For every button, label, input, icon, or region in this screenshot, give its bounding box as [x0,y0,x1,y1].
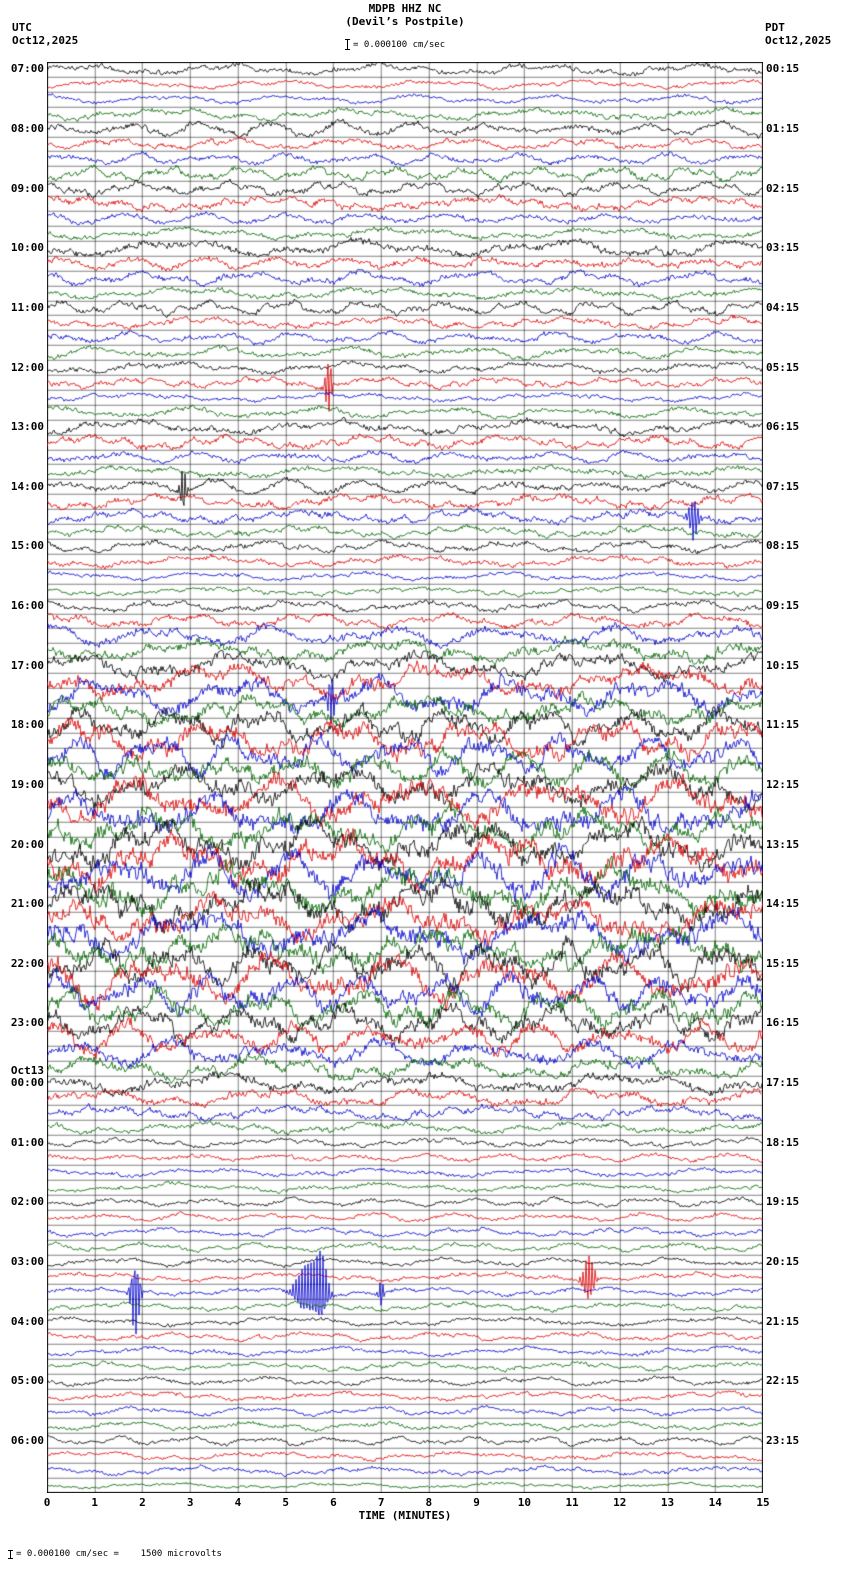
utc-hour-label: 11:00 [10,300,44,314]
pdt-hour-label: 09:15 [766,599,800,613]
x-tick-label: 1 [91,1496,99,1509]
x-tick-label: 14 [708,1496,722,1509]
utc-hour-label: 02:00 [10,1195,44,1209]
seismogram-canvas [47,62,763,1493]
utc-hour-label: 16:00 [10,599,44,613]
timezone-right-label: PDT [765,21,785,34]
x-tick-label: 4 [234,1496,242,1509]
utc-date-label: Oct13 [10,1064,44,1078]
utc-hour-label: 07:00 [10,62,44,76]
station-title: MDPB HHZ NC [368,2,442,15]
pdt-hour-label: 08:15 [766,539,800,553]
utc-hour-label: 14:00 [10,479,44,493]
utc-hour-label: 19:00 [10,777,44,791]
x-tick-label: 8 [425,1496,433,1509]
utc-hour-label: 15:00 [10,539,44,553]
pdt-hour-label: 18:15 [766,1135,800,1149]
station-location: (Devil’s Postpile) [345,15,465,28]
utc-hour-label: 12:00 [10,360,44,374]
utc-hour-label: 01:00 [10,1135,44,1149]
scale-indicator: = 0.000100 cm/sec [345,39,446,50]
pdt-hour-label: 17:15 [766,1076,800,1090]
x-tick-label: 13 [660,1496,675,1509]
utc-hour-label: 17:00 [10,658,44,672]
pdt-hour-label: 15:15 [766,956,800,970]
pdt-hour-label: 04:15 [766,300,800,314]
x-axis-title: TIME (MINUTES) [358,1509,452,1522]
utc-hour-label: 18:00 [10,718,44,732]
pdt-hour-label: 03:15 [766,241,800,255]
utc-hour-label: 13:00 [10,420,44,434]
x-tick-label: 2 [139,1496,146,1509]
timezone-left-label: UTC [12,21,32,34]
footer-scale-bar-icon [8,1549,13,1559]
x-tick-label: 11 [565,1496,579,1509]
utc-hour-label: 08:00 [10,122,44,136]
utc-hour-label: 05:00 [10,1374,44,1388]
utc-hour-label: 06:00 [10,1433,44,1447]
pdt-hour-label: 20:15 [766,1254,800,1268]
pdt-hour-label: 10:15 [766,658,800,672]
pdt-hour-label: 00:15 [766,62,800,76]
pdt-hour-label: 07:15 [766,479,800,493]
pdt-hour-label: 23:15 [766,1433,800,1447]
pdt-hour-label: 05:15 [766,360,800,374]
utc-hour-label: 22:00 [10,956,44,970]
x-tick-label: 9 [473,1496,480,1509]
pdt-hour-label: 19:15 [766,1195,800,1209]
x-tick-label: 10 [517,1496,531,1509]
pdt-hour-label: 01:15 [766,122,800,136]
utc-hour-label: 09:00 [10,181,44,195]
utc-hour-label: 10:00 [10,241,44,255]
utc-hour-label: 03:00 [10,1254,44,1268]
x-tick-label: 12 [613,1496,627,1509]
x-tick-label: 7 [377,1496,385,1509]
utc-hour-label: 04:00 [10,1314,44,1328]
pdt-hour-label: 13:15 [766,837,800,851]
scale-label: = 0.000100 cm/sec [353,39,446,50]
pdt-hour-label: 21:15 [766,1314,800,1328]
pdt-hour-label: 12:15 [766,777,800,791]
pdt-hour-label: 06:15 [766,420,800,434]
scale-bar-icon [345,39,350,50]
pdt-hour-label: 14:15 [766,897,800,911]
pdt-hour-label: 11:15 [766,718,800,732]
utc-hour-label: 21:00 [10,897,44,911]
x-tick-label: 6 [330,1496,337,1509]
date-left-label: Oct12,2025 [12,34,79,47]
pdt-hour-label: 02:15 [766,181,800,195]
footer-scale-note: = 0.000100 cm/sec = 1500 microvolts [16,1549,222,1559]
pdt-hour-label: 22:15 [766,1374,800,1388]
footer-scale-note-row: = 0.000100 cm/sec = 1500 microvolts [8,1549,222,1559]
x-tick-label: 3 [186,1496,194,1509]
date-right-label: Oct12,2025 [765,34,832,47]
utc-hour-label: 20:00 [10,837,44,851]
x-tick-label: 5 [282,1496,289,1509]
x-tick-label: 15 [756,1496,770,1509]
pdt-hour-label: 16:15 [766,1016,800,1030]
utc-hour-label: 23:00 [10,1016,44,1030]
x-tick-label: 0 [43,1496,51,1509]
utc-hour-label: 00:00 [10,1076,44,1090]
